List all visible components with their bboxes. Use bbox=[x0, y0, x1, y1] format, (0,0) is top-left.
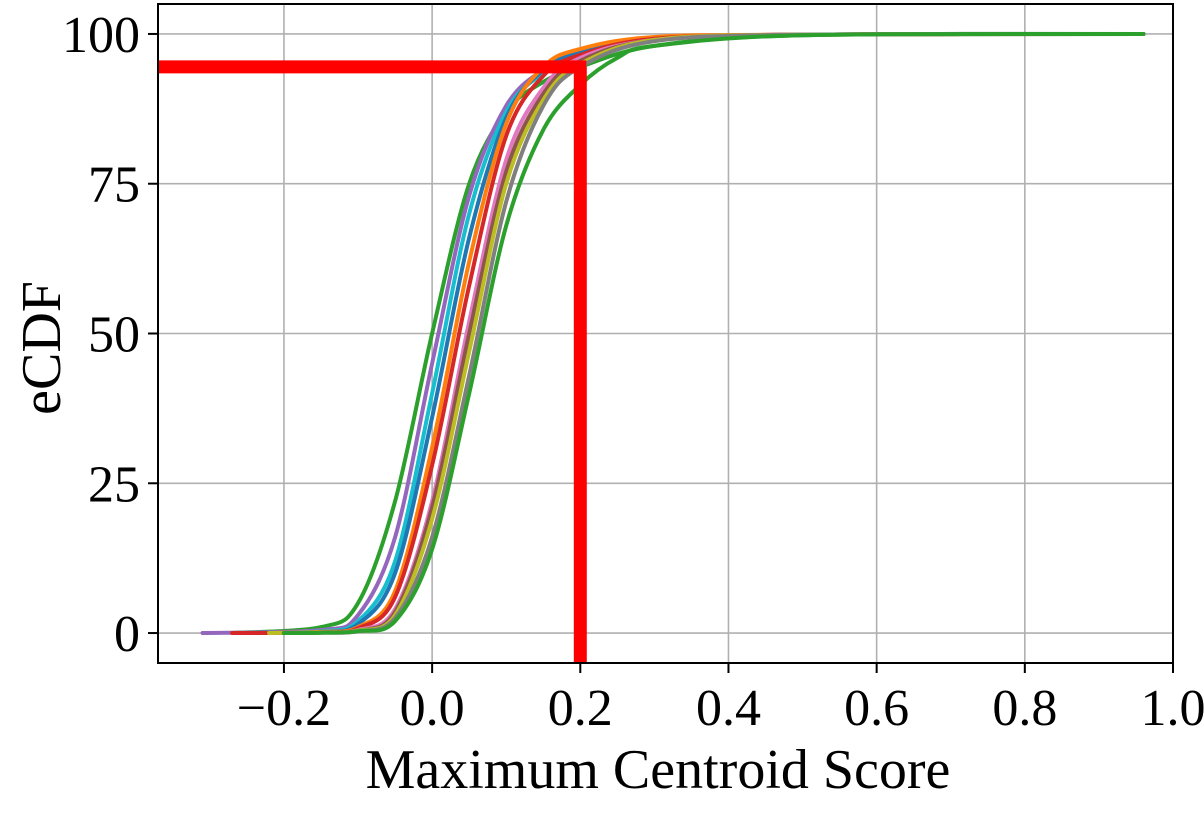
y-tick-label: 25 bbox=[88, 456, 140, 513]
x-axis-label: Maximum Centroid Score bbox=[366, 739, 951, 801]
y-axis-label: eCDF bbox=[11, 281, 73, 415]
x-tick-label: −0.2 bbox=[237, 680, 331, 737]
tick-layer: −0.2 0.0 0.2 0.4 0.6 0.8 1.0 0 25 50 75 100 bbox=[62, 7, 1204, 737]
x-tick-label: 0.8 bbox=[992, 680, 1057, 737]
x-tick-label: 0.0 bbox=[400, 680, 465, 737]
y-tick-label: 50 bbox=[88, 307, 140, 364]
y-tick-label: 100 bbox=[62, 7, 140, 64]
x-tick-label: 0.2 bbox=[548, 680, 613, 737]
x-tick-label: 1.0 bbox=[1141, 680, 1204, 737]
x-tick-label: 0.6 bbox=[844, 680, 909, 737]
grid-layer bbox=[158, 4, 1173, 663]
y-tick-label: 75 bbox=[88, 157, 140, 214]
x-tick-label: 0.4 bbox=[696, 680, 761, 737]
y-tick-label: 0 bbox=[114, 606, 140, 663]
